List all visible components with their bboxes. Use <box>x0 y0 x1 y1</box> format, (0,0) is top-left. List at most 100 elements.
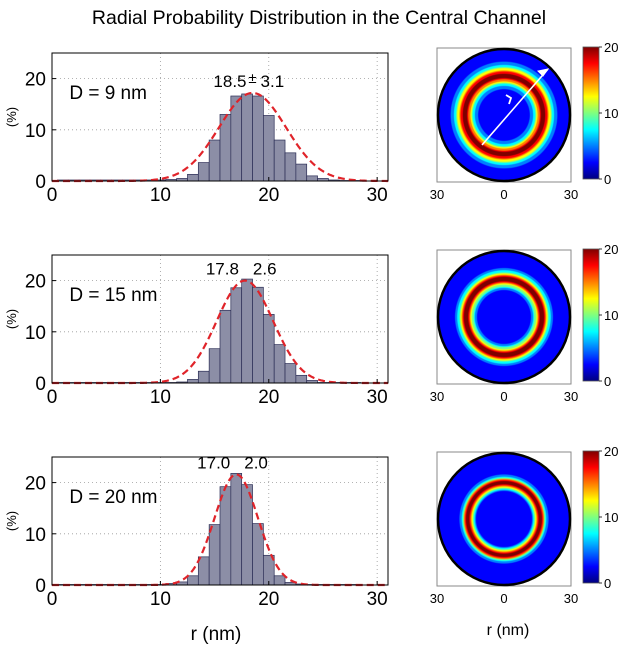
x-tick-label: 10 <box>150 185 171 206</box>
x-tick-label: 10 <box>150 387 171 408</box>
map-x-tick-label: 0 <box>500 591 507 606</box>
y-axis-label: (%) <box>4 511 19 531</box>
x-tick-label: 20 <box>258 185 279 206</box>
diameter-label: D = 15 nm <box>69 285 157 306</box>
colorbar <box>582 46 600 180</box>
probability-disk <box>436 47 572 183</box>
histogram-bar <box>197 370 210 384</box>
sd-value-label: 2.0 <box>244 453 268 472</box>
y-tick-label: 0 <box>35 576 46 597</box>
histogram-bar <box>273 344 286 384</box>
x-tick-label: 0 <box>47 589 58 610</box>
colorbar-tick-label: 10 <box>604 106 618 121</box>
angle-marker <box>505 94 513 105</box>
radial-map-plot: 30 0 30 0 10 20 <box>430 444 619 606</box>
histogram-plot: 0 10 20 30 0 10 20 (%) D = 20 nm 17.0 2.0 <box>4 453 389 610</box>
map-x-tick-label: 30 <box>430 591 444 606</box>
histogram-bar <box>197 556 210 586</box>
histogram-bar <box>230 473 243 586</box>
histogram-bar <box>295 163 308 182</box>
histogram-bar <box>252 523 264 586</box>
colorbar-tick-label: 20 <box>604 40 618 55</box>
probability-disk <box>436 249 572 385</box>
colorbar <box>582 248 600 382</box>
y-tick-label: 10 <box>25 121 46 142</box>
panel-2: 0 10 20 30 0 10 20 (%) D = 15 nm 17.8 2.6 30 0 30 0 10 2… <box>4 242 618 408</box>
panels: 0 10 20 30 0 10 20 (%) D = 9 nm 18.5 ±3.1 30 0 30 0 10 2… <box>4 40 618 610</box>
axes-frame <box>51 456 389 586</box>
colorbar-tick-label: 10 <box>604 510 618 525</box>
histogram-bar <box>187 173 199 182</box>
histogram-bar <box>187 379 199 384</box>
x-axis-label-histograms: r (nm) <box>191 624 242 645</box>
histogram-bar <box>208 139 221 182</box>
colorbar-tick-label: 20 <box>604 242 618 257</box>
histogram-plot: 0 10 20 30 0 10 20 (%) D = 9 nm 18.5 ±3.1 <box>4 52 389 206</box>
colorbar-tick-label: 20 <box>604 444 618 459</box>
x-tick-label: 0 <box>47 185 58 206</box>
colorbar-tick-label: 10 <box>604 308 618 323</box>
panel-3: 0 10 20 30 0 10 20 (%) D = 20 nm 17.0 2.0 30 0 30 0 10 2… <box>4 444 618 610</box>
probability-disk <box>436 451 572 587</box>
histogram-bar <box>197 162 210 182</box>
y-tick-label: 20 <box>25 474 46 495</box>
histogram-bar <box>306 175 318 182</box>
colorbar-tick-label: 0 <box>604 576 611 591</box>
sd-value-label: 3.1 <box>261 72 285 91</box>
y-tick-label: 20 <box>25 272 46 293</box>
colorbar <box>582 450 600 584</box>
mean-value-label: 17.8 <box>206 260 239 279</box>
diameter-label: D = 9 nm <box>69 83 147 104</box>
plus-minus-label: ± <box>248 70 256 87</box>
diameter-label: D = 20 nm <box>69 487 157 508</box>
y-axis-label: (%) <box>4 309 19 329</box>
histogram-bar <box>187 575 199 586</box>
histogram-plot: 0 10 20 30 0 10 20 (%) D = 15 nm 17.8 2.6 <box>4 254 389 408</box>
histogram-bar <box>241 484 253 586</box>
histogram-bar <box>295 374 308 384</box>
radial-map-plot: 30 0 30 0 10 20 <box>430 40 619 202</box>
x-tick-label: 30 <box>367 387 388 408</box>
figure-title: Radial Probability Distribution in the C… <box>92 7 546 29</box>
histogram-bar <box>273 139 286 182</box>
mean-value-label: 17.0 <box>197 453 230 472</box>
x-tick-label: 0 <box>47 387 58 408</box>
x-tick-label: 20 <box>258 589 279 610</box>
colorbar-tick-label: 0 <box>604 172 611 187</box>
y-tick-label: 10 <box>25 323 46 344</box>
y-tick-label: 10 <box>25 525 46 546</box>
x-tick-label: 20 <box>258 387 279 408</box>
map-x-tick-label: 0 <box>500 187 507 202</box>
x-tick-label: 30 <box>367 589 388 610</box>
histogram-bar <box>208 348 221 384</box>
map-x-tick-label: 30 <box>564 591 578 606</box>
histogram-bar <box>252 95 264 182</box>
map-x-tick-label: 0 <box>500 389 507 404</box>
histogram-bar <box>284 152 297 182</box>
histogram-bar <box>241 278 253 384</box>
histogram-bar <box>273 575 286 586</box>
colorbar-tick-label: 0 <box>604 374 611 389</box>
histogram-bar <box>219 309 232 384</box>
panel-1: 0 10 20 30 0 10 20 (%) D = 9 nm 18.5 ±3.1 30 0 30 0 10 2… <box>4 40 618 206</box>
radial-map-plot: 30 0 30 0 10 20 <box>430 242 619 404</box>
histogram-bar <box>263 115 275 182</box>
y-axis-label: (%) <box>4 107 19 127</box>
map-x-tick-label: 30 <box>430 389 444 404</box>
histogram-bar <box>208 524 221 586</box>
map-x-tick-label: 30 <box>564 187 578 202</box>
axes-frame <box>51 52 389 182</box>
histogram-bar <box>263 314 275 384</box>
y-tick-label: 0 <box>35 172 46 193</box>
histogram-bar <box>230 287 243 384</box>
x-axis-label-maps: r (nm) <box>487 622 530 639</box>
y-tick-label: 0 <box>35 374 46 395</box>
histogram-bar <box>252 286 264 384</box>
radius-arrow-head <box>536 68 550 77</box>
y-tick-label: 20 <box>25 70 46 91</box>
map-x-tick-label: 30 <box>430 187 444 202</box>
x-tick-label: 30 <box>367 185 388 206</box>
sd-value-label: 2.6 <box>253 260 277 279</box>
histogram-bar <box>219 486 232 586</box>
